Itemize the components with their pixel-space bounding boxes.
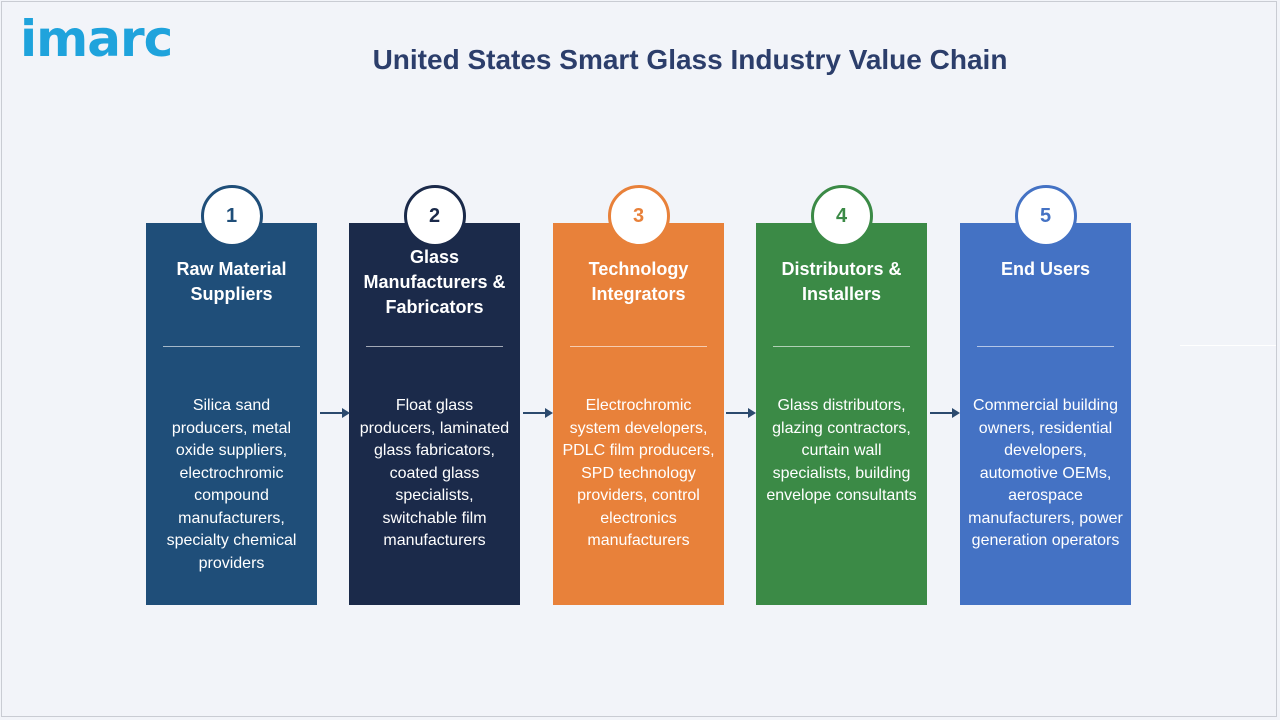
stage-number-badge: 5 (1014, 185, 1077, 247)
stage-number-badge: 1 (200, 185, 263, 247)
stage-divider (773, 346, 910, 347)
diagram-title: United States Smart Glass Industry Value… (372, 44, 1008, 75)
decorative-line (1180, 345, 1276, 346)
stage-divider (163, 346, 300, 347)
stage-distributors-installers: 4 Distributors & Installers Glass distri… (756, 185, 927, 605)
flow-arrow-icon (320, 408, 350, 418)
stage-description: Float glass producers, laminated glass f… (359, 397, 510, 549)
stage-divider (570, 346, 707, 347)
flow-arrow-icon (930, 408, 960, 418)
stage-number-badge: 2 (403, 185, 466, 247)
flow-arrow-icon (726, 408, 756, 418)
stage-description: Commercial building owners, residential … (968, 397, 1123, 549)
stage-description: Electrochromic system developers, PDLC f… (562, 397, 715, 549)
stage-title: Glass Manufacturers & Fabricators (363, 247, 506, 317)
stage-divider (977, 346, 1114, 347)
stage-glass-manufacturers: 2 Glass Manufacturers & Fabricators Floa… (349, 185, 520, 605)
stage-end-users: 5 End Users Commercial building owners, … (960, 185, 1131, 605)
stage-title: Technology Integrators (588, 259, 689, 304)
stage-technology-integrators: 3 Technology Integrators Electrochromic … (553, 185, 724, 605)
stage-description: Glass distributors, glazing contractors,… (766, 397, 917, 504)
stage-title: Distributors & Installers (781, 259, 902, 304)
flow-arrow-icon (523, 408, 553, 418)
stage-raw-material-suppliers: 1 Raw Material Suppliers Silica sand pro… (146, 185, 317, 605)
stage-description: Silica sand producers, metal oxide suppl… (166, 397, 297, 572)
stage-divider (366, 346, 503, 347)
imarc-logo: imarc (20, 10, 173, 68)
stage-title: End Users (1000, 259, 1091, 279)
stage-number-badge: 4 (810, 185, 873, 247)
stage-title: Raw Material Suppliers (176, 259, 287, 304)
stage-number-badge: 3 (607, 185, 670, 247)
